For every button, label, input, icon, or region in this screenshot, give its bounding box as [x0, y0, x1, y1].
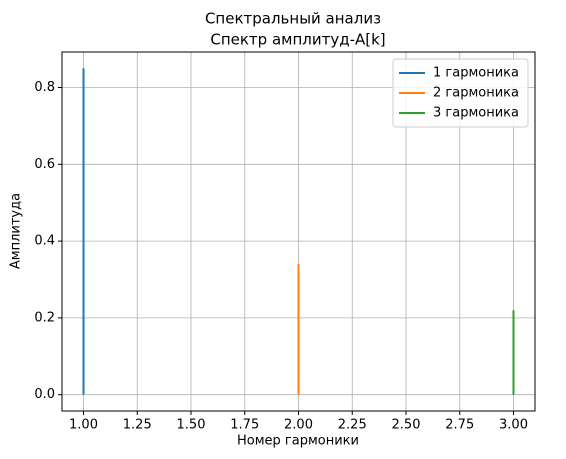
y-tick-label: 0.8: [34, 80, 55, 95]
x-axis-label: Номер гармоники: [237, 434, 359, 449]
x-tick-label: 2.00: [284, 418, 313, 433]
x-tick-label: 1.75: [230, 418, 259, 433]
legend-label: 2 гармоника: [433, 86, 519, 101]
y-tick-label: 0.0: [34, 387, 55, 402]
legend-label: 3 гармоника: [433, 106, 519, 121]
plot-frame: [61, 51, 536, 412]
x-tick-label: 2.75: [445, 418, 474, 433]
legend-label: 1 гармоника: [433, 66, 519, 81]
x-tick-label: 3.00: [499, 418, 528, 433]
y-tick-label: 0.4: [34, 234, 55, 249]
x-tick-label: 1.50: [177, 418, 206, 433]
x-tick-label: 2.25: [338, 418, 367, 433]
chart-title: Спектральный анализ: [205, 10, 381, 28]
x-tick-label: 2.50: [392, 418, 421, 433]
y-tick-label: 0.2: [34, 310, 55, 325]
chart-subtitle: Спектр амплитуд-A[k]: [210, 31, 385, 49]
legend-box: [392, 58, 529, 128]
y-tick-label: 0.6: [34, 157, 55, 172]
x-tick-label: 1.00: [69, 418, 98, 433]
y-axis-label: Амплитуда: [9, 193, 24, 269]
x-tick-label: 1.25: [123, 418, 152, 433]
